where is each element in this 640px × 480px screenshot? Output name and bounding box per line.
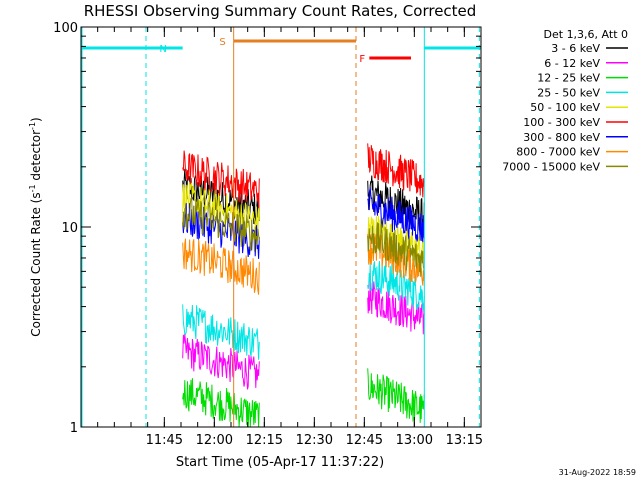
legend-header: Det 1,3,6, Att 0 [544,28,628,41]
legend-label: 25 - 50 keV [537,86,600,99]
series-trace-6-interval-2 [367,143,425,198]
legend-label: 3 - 6 keV [551,42,600,55]
saa-flag-label: S [219,37,225,48]
series-trace-6-interval-1 [182,150,260,209]
footer-date: 31-Aug-2022 18:59 [559,468,636,477]
chart-title: RHESSI Observing Summary Count Rates, Co… [84,2,477,20]
series-trace-2-interval-2 [367,279,425,335]
legend-label: 100 - 300 keV [523,116,600,129]
series-trace-4-interval-1 [182,304,260,360]
legend-label: 6 - 12 keV [544,57,600,70]
x-tick-label: 11:45 [146,433,183,448]
y-tick-label: 1 [70,421,78,436]
legend: Det 1,3,6, Att 0 3 - 6 keV 6 - 12 keV 12 -… [502,28,628,173]
series-trace-8-interval-2 [367,234,425,286]
series-trace-9-interval-1 [182,196,260,252]
series-trace-1-interval-2 [367,175,425,233]
x-tick-label: 13:15 [446,433,483,448]
x-tick-label: 12:00 [196,433,233,448]
y-axis: 1 10 100 [53,21,481,436]
x-axis-label: Start Time (05-Apr-17 11:37:22) [176,455,384,470]
y-tick-label: 100 [53,21,78,36]
y-axis-label-end: ) [29,117,43,122]
series-trace-9-interval-2 [367,222,425,277]
legend-label: 800 - 7000 keV [516,146,600,159]
series-trace-4-interval-2 [367,261,425,312]
series-trace-3-interval-1 [182,378,260,428]
y-tick-label: 10 [61,221,78,236]
y-axis-label-mid: detector [29,130,43,185]
series-trace-2-interval-1 [182,333,260,390]
y-axis-label: Corrected Count Rate (s-1 detector-1) [28,117,43,336]
x-tick-label: 12:15 [246,433,283,448]
night-flag-label: N [159,44,166,55]
legend-label: 7000 - 15000 keV [502,160,600,173]
x-axis: 11:45 12:00 12:15 12:30 12:45 13:00 13:15 [80,27,483,448]
x-tick-label: 13:00 [396,433,433,448]
y-axis-label-main: Corrected Count Rate (s [29,192,43,336]
flare-flag-label: F [359,54,365,65]
y-axis-label-sup2: -1 [28,122,37,130]
legend-label: 12 - 25 keV [537,72,600,85]
legend-label: 300 - 800 keV [523,131,600,144]
x-tick-label: 12:30 [296,433,333,448]
y-axis-label-sup1: -1 [28,184,37,192]
series-trace-3-interval-2 [367,368,425,423]
series-trace-8-interval-1 [182,238,260,295]
legend-label: 50 - 100 keV [530,101,600,114]
plot-area: N S F [81,27,481,428]
series-trace-7-interval-2 [367,187,425,243]
x-tick-label: 12:45 [346,433,383,448]
